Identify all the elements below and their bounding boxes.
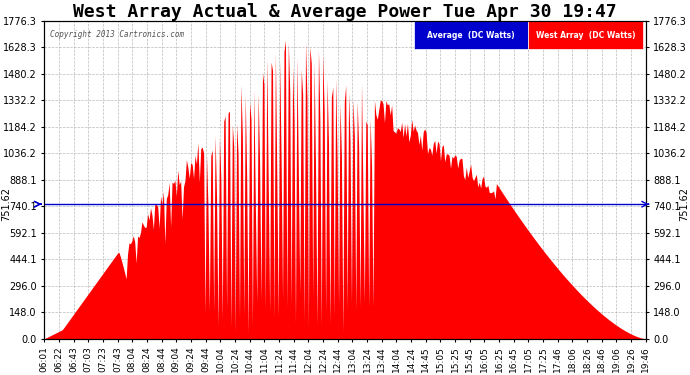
Text: 751.62: 751.62 xyxy=(679,187,689,221)
Text: 751.62: 751.62 xyxy=(1,187,11,221)
Text: Copyright 2013 Cartronics.com: Copyright 2013 Cartronics.com xyxy=(50,30,184,39)
Title: West Array Actual & Average Power Tue Apr 30 19:47: West Array Actual & Average Power Tue Ap… xyxy=(73,3,617,21)
Text: Average  (DC Watts): Average (DC Watts) xyxy=(428,31,515,40)
FancyBboxPatch shape xyxy=(529,21,642,50)
FancyBboxPatch shape xyxy=(414,21,529,50)
Text: West Array  (DC Watts): West Array (DC Watts) xyxy=(536,31,635,40)
